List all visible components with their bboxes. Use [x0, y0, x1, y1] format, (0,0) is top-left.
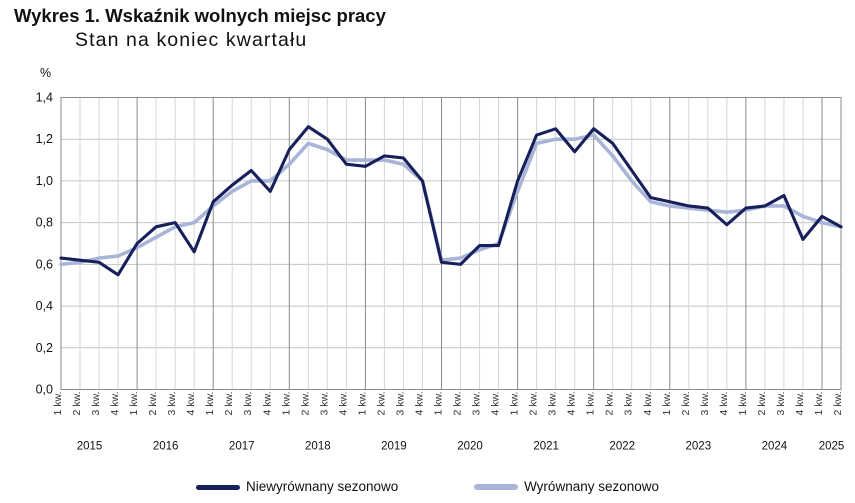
svg-text:1 kw.: 1 kw.: [204, 392, 216, 416]
svg-text:0,2: 0,2: [36, 341, 53, 355]
svg-text:1 kw.: 1 kw.: [737, 392, 749, 416]
svg-text:2 kw.: 2 kw.: [375, 392, 387, 416]
svg-text:2 kw.: 2 kw.: [604, 392, 616, 416]
svg-text:4 kw.: 4 kw.: [109, 392, 121, 416]
svg-text:4 kw.: 4 kw.: [337, 392, 349, 416]
svg-text:3 kw.: 3 kw.: [318, 392, 330, 416]
svg-text:1,2: 1,2: [36, 132, 53, 146]
svg-text:0,6: 0,6: [36, 257, 53, 271]
svg-text:2016: 2016: [153, 441, 179, 453]
svg-text:1 kw.: 1 kw.: [52, 392, 64, 416]
svg-text:3 kw.: 3 kw.: [623, 392, 635, 416]
svg-text:3 kw.: 3 kw.: [242, 392, 254, 416]
svg-text:1 kw.: 1 kw.: [356, 392, 368, 416]
svg-text:2020: 2020: [457, 441, 483, 453]
svg-text:2024: 2024: [762, 441, 788, 453]
svg-text:2 kw.: 2 kw.: [299, 392, 311, 416]
svg-text:2 kw.: 2 kw.: [832, 392, 844, 416]
svg-text:1,4: 1,4: [36, 91, 53, 105]
svg-text:2017: 2017: [229, 441, 255, 453]
svg-text:3 kw.: 3 kw.: [166, 392, 178, 416]
svg-text:4 kw.: 4 kw.: [261, 392, 273, 416]
svg-text:2 kw.: 2 kw.: [71, 392, 83, 416]
svg-text:0,4: 0,4: [36, 299, 53, 313]
svg-text:4 kw.: 4 kw.: [413, 392, 425, 416]
svg-text:3 kw.: 3 kw.: [90, 392, 102, 416]
svg-text:1 kw.: 1 kw.: [813, 392, 825, 416]
svg-text:2019: 2019: [381, 441, 407, 453]
svg-text:2015: 2015: [77, 441, 103, 453]
svg-text:2025: 2025: [819, 441, 845, 453]
svg-text:4 kw.: 4 kw.: [642, 392, 654, 416]
svg-text:0,8: 0,8: [36, 216, 53, 230]
svg-text:2021: 2021: [533, 441, 559, 453]
svg-text:3 kw.: 3 kw.: [471, 392, 483, 416]
svg-text:1 kw.: 1 kw.: [280, 392, 292, 416]
svg-text:1,0: 1,0: [36, 174, 53, 188]
svg-text:2 kw.: 2 kw.: [223, 392, 235, 416]
svg-text:1 kw.: 1 kw.: [585, 392, 597, 416]
svg-text:3 kw.: 3 kw.: [547, 392, 559, 416]
svg-text:0,0: 0,0: [36, 383, 53, 397]
svg-text:4 kw.: 4 kw.: [718, 392, 730, 416]
svg-text:2018: 2018: [305, 441, 331, 453]
svg-text:4 kw.: 4 kw.: [794, 392, 806, 416]
svg-text:1 kw.: 1 kw.: [432, 392, 444, 416]
svg-text:1 kw.: 1 kw.: [509, 392, 521, 416]
svg-text:2023: 2023: [686, 441, 712, 453]
svg-text:3 kw.: 3 kw.: [394, 392, 406, 416]
svg-text:3 kw.: 3 kw.: [699, 392, 711, 416]
svg-text:2 kw.: 2 kw.: [680, 392, 692, 416]
svg-text:3 kw.: 3 kw.: [775, 392, 787, 416]
svg-text:4 kw.: 4 kw.: [185, 392, 197, 416]
svg-text:1 kw.: 1 kw.: [661, 392, 673, 416]
svg-text:4 kw.: 4 kw.: [490, 392, 502, 416]
svg-text:4 kw.: 4 kw.: [566, 392, 578, 416]
svg-text:2 kw.: 2 kw.: [147, 392, 159, 416]
svg-text:1 kw.: 1 kw.: [128, 392, 140, 416]
svg-text:2 kw.: 2 kw.: [756, 392, 768, 416]
svg-text:2 kw.: 2 kw.: [452, 392, 464, 416]
svg-text:2022: 2022: [609, 441, 635, 453]
svg-text:2 kw.: 2 kw.: [528, 392, 540, 416]
